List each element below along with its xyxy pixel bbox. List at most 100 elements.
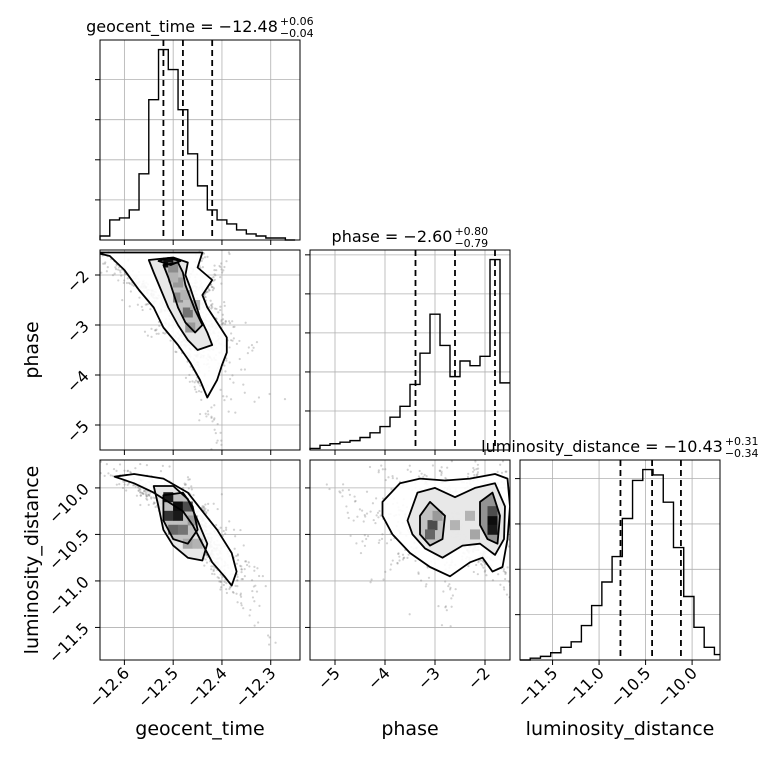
sample-point <box>210 285 214 288</box>
title-main: phase = −2.60 <box>332 227 453 246</box>
sample-point <box>377 541 380 544</box>
sample-point <box>384 478 387 482</box>
contour-line <box>419 501 446 547</box>
sample-point <box>105 439 107 441</box>
sample-point <box>126 277 129 280</box>
title-upper: +0.31 <box>725 435 759 448</box>
sample-point <box>476 573 479 576</box>
sample-point <box>203 245 205 247</box>
sample-point <box>210 406 213 409</box>
sample-point <box>233 547 236 550</box>
sample-point <box>191 380 194 383</box>
sample-point <box>193 385 196 388</box>
sample-point <box>203 256 207 259</box>
panel-1-x-ticks: −12.6 −12.5 −12.4 −12.3 <box>85 660 280 711</box>
sample-point <box>103 262 106 265</box>
title-main: geocent_time = −12.48 <box>86 17 278 37</box>
sample-point <box>238 339 241 343</box>
sample-point <box>481 564 484 567</box>
sample-point <box>197 243 199 245</box>
sample-point <box>155 328 158 331</box>
panel-0-y-ticks: −5 −4 −3 −2 <box>63 266 100 447</box>
sample-point <box>159 470 163 473</box>
sample-point <box>244 321 247 324</box>
density-cell <box>187 515 198 526</box>
hist-luminosity_distance-x-ticks: −11.5−11.0−10.5−10.0 <box>513 660 701 711</box>
sample-point <box>420 472 423 475</box>
sample-point <box>273 468 275 470</box>
sample-point <box>473 473 476 477</box>
sample-point <box>510 537 512 539</box>
sample-point <box>204 241 206 243</box>
sample-point <box>473 468 476 472</box>
sample-point <box>206 410 210 413</box>
sample-point <box>102 262 105 265</box>
sample-point <box>137 489 140 493</box>
sample-point <box>203 564 206 567</box>
sample-point <box>169 339 172 342</box>
density-cell <box>465 510 475 521</box>
y-tick-label: −11.0 <box>45 572 93 620</box>
sample-point <box>186 476 190 479</box>
sample-point <box>253 624 256 627</box>
sample-point <box>556 607 558 609</box>
sample-point <box>204 296 207 299</box>
sample-point <box>236 601 239 604</box>
sample-point <box>145 497 148 500</box>
sample-point <box>369 510 372 513</box>
sample-point <box>215 307 218 311</box>
sample-point <box>391 477 394 480</box>
sample-point <box>240 568 243 571</box>
sample-point <box>217 311 220 314</box>
sample-point <box>499 583 502 586</box>
sample-point <box>137 489 140 492</box>
x-tick-label: −12.3 <box>231 663 279 711</box>
sample-point <box>218 264 221 268</box>
sample-point <box>244 560 247 563</box>
density-cell <box>180 290 191 300</box>
sample-point <box>121 486 125 490</box>
sample-point <box>384 570 387 573</box>
sample-point <box>231 590 235 594</box>
sample-point <box>207 413 210 416</box>
x-tick-label: −10.0 <box>653 663 701 711</box>
sample-point <box>198 419 201 422</box>
sample-point <box>366 535 370 538</box>
sample-point <box>505 593 509 596</box>
sample-point <box>481 560 484 563</box>
sample-point <box>513 498 515 500</box>
sample-point <box>467 472 470 475</box>
sample-point <box>139 503 142 507</box>
sample-point <box>545 549 547 551</box>
sample-point <box>85 238 87 240</box>
sample-point <box>247 561 250 564</box>
sample-point <box>154 329 157 332</box>
sample-point <box>440 472 443 475</box>
sample-point <box>168 465 171 468</box>
sample-point <box>371 502 375 505</box>
sample-point <box>190 488 193 491</box>
sample-point <box>222 269 225 272</box>
sample-point <box>90 459 92 461</box>
sample-point <box>157 332 160 335</box>
title-upper: +0.06 <box>280 15 314 28</box>
density-cell <box>182 501 193 512</box>
sample-point <box>338 490 341 493</box>
sample-point <box>497 573 500 576</box>
sample-point <box>219 276 222 279</box>
sample-point <box>516 580 518 582</box>
sample-point <box>98 244 100 246</box>
sample-point <box>204 236 206 238</box>
sample-point <box>353 495 356 498</box>
sample-point <box>225 260 228 263</box>
sample-point <box>69 228 71 230</box>
sample-point <box>248 565 251 568</box>
sample-point <box>471 470 475 473</box>
sample-point <box>148 494 151 497</box>
density-cell <box>177 524 188 535</box>
panel-frame <box>309 249 511 451</box>
sample-point <box>106 266 109 269</box>
sample-point <box>154 505 157 509</box>
sample-point <box>235 562 239 565</box>
y-axis-label-luminosity_distance: luminosity_distance <box>21 466 43 655</box>
